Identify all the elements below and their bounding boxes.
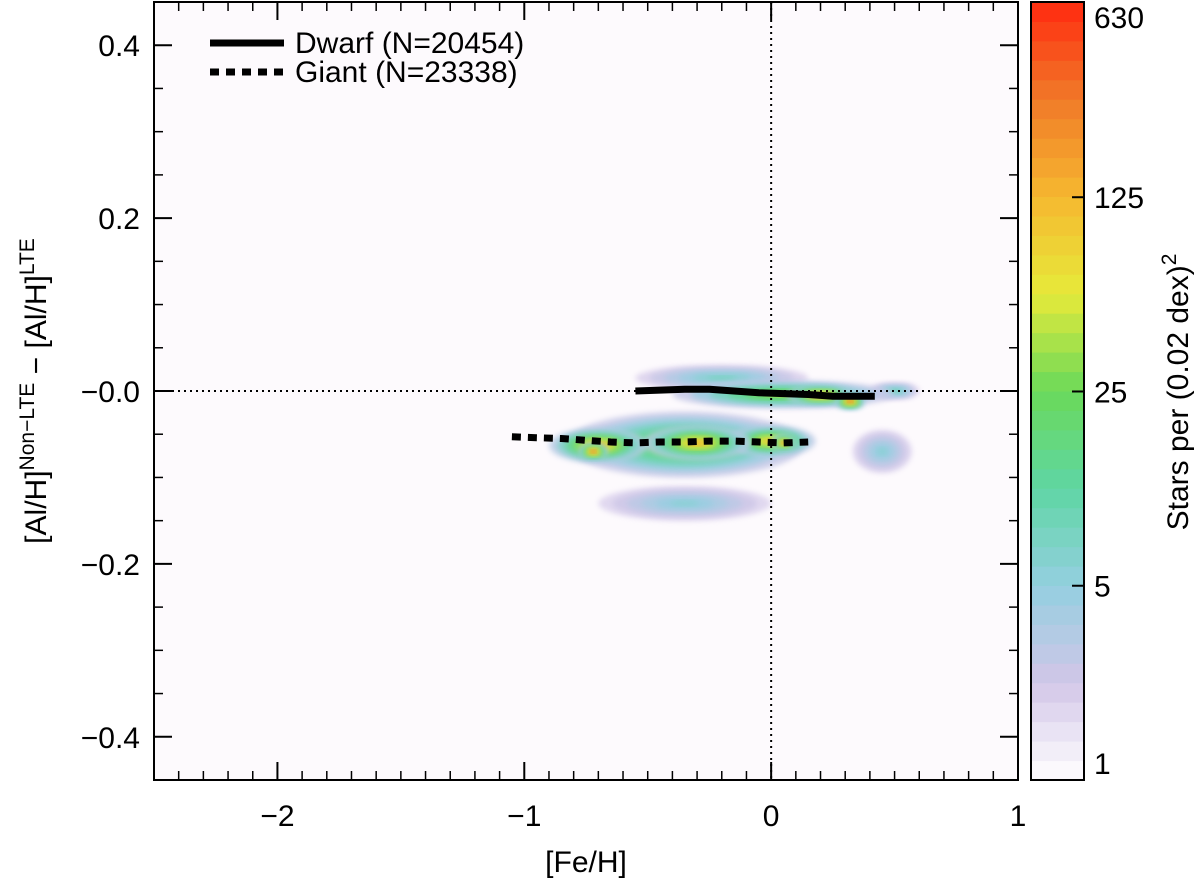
colorbar-band bbox=[1031, 254, 1084, 275]
colorbar-band bbox=[1031, 702, 1084, 723]
x-tick-label: 0 bbox=[763, 800, 780, 833]
colorbar-tick-label: 630 bbox=[1094, 2, 1144, 35]
colorbar-band bbox=[1031, 60, 1084, 81]
colorbar-band bbox=[1031, 682, 1084, 703]
colorbar-band bbox=[1031, 410, 1084, 431]
colorbar-band bbox=[1031, 663, 1084, 684]
colorbar-band bbox=[1031, 177, 1084, 197]
colorbar-band bbox=[1031, 624, 1084, 645]
colorbar-tick-label: 5 bbox=[1094, 571, 1111, 604]
colorbar-tick-labels: 1 5 25 125 630 bbox=[1072, 1, 1144, 781]
colorbar-band bbox=[1031, 391, 1084, 411]
colorbar-band bbox=[1031, 721, 1084, 742]
colorbar-band bbox=[1031, 40, 1084, 61]
colorbar-band bbox=[1031, 332, 1084, 353]
colorbar-band bbox=[1031, 507, 1084, 528]
colorbar-band bbox=[1031, 488, 1084, 509]
colorbar-band bbox=[1031, 79, 1084, 100]
legend: Dwarf (N=20454) Giant (N=23338) bbox=[210, 27, 524, 89]
legend-text-giant: Giant (N=23338) bbox=[295, 56, 518, 89]
density-blob bbox=[847, 399, 853, 403]
colorbar-band bbox=[1031, 235, 1084, 256]
series-line-dwarf bbox=[635, 385, 875, 400]
colorbar-label: Stars per (0.02 dex)2 bbox=[1158, 254, 1195, 531]
reference-lines bbox=[154, 2, 1018, 780]
density-layer bbox=[548, 365, 920, 521]
colorbar-band bbox=[1031, 274, 1084, 295]
colorbar-band bbox=[1031, 99, 1084, 120]
y-tick-label: −0.2 bbox=[81, 549, 140, 582]
density-blob bbox=[707, 375, 737, 381]
colorbar-band bbox=[1031, 215, 1084, 236]
colorbar-band bbox=[1031, 429, 1084, 450]
colorbar-band bbox=[1031, 293, 1084, 314]
y-tick-label: −0.4 bbox=[81, 722, 140, 755]
density-blob bbox=[877, 447, 888, 456]
colorbar-band bbox=[1031, 449, 1084, 470]
x-tick-label: −2 bbox=[260, 800, 294, 833]
series-line-giant bbox=[511, 433, 809, 447]
x-axis-label: [Fe/H] bbox=[545, 846, 627, 879]
colorbar-tick-label: 25 bbox=[1094, 376, 1127, 409]
colorbar-band bbox=[1031, 643, 1084, 664]
y-tick-label: −0.0 bbox=[81, 376, 140, 409]
colorbar-band bbox=[1031, 741, 1084, 762]
density-blob bbox=[670, 500, 700, 507]
colorbar-band bbox=[1031, 196, 1084, 217]
colorbar-band bbox=[1031, 566, 1084, 586]
tick-labels: −2 −1 0 1 0.4 0.2 −0.0 −0.2 −0.4 bbox=[81, 30, 1027, 833]
colorbar-band bbox=[1031, 21, 1084, 42]
colorbar-band bbox=[1031, 352, 1084, 373]
x-tick-label: 1 bbox=[1010, 800, 1027, 833]
colorbar-band bbox=[1031, 118, 1084, 139]
x-tick-label: −1 bbox=[507, 800, 541, 833]
colorbar-band bbox=[1031, 468, 1084, 489]
y-tick-label: 0.4 bbox=[98, 30, 140, 63]
tick-marks bbox=[153, 1, 1019, 781]
colorbar-tick-label: 1 bbox=[1094, 748, 1111, 781]
density-blob bbox=[590, 450, 596, 453]
colorbar-band bbox=[1031, 157, 1084, 178]
colorbar-band bbox=[1031, 138, 1084, 159]
colorbar-band bbox=[1031, 760, 1084, 781]
colorbar-band bbox=[1031, 2, 1084, 22]
colorbar-tick-label: 125 bbox=[1094, 182, 1144, 215]
legend-text-dwarf: Dwarf (N=20454) bbox=[295, 27, 524, 60]
y-tick-label: 0.2 bbox=[98, 203, 140, 236]
colorbar-band bbox=[1031, 313, 1084, 334]
colorbar-band bbox=[1031, 371, 1084, 392]
colorbar-band bbox=[1031, 527, 1084, 548]
colorbar-band bbox=[1031, 546, 1084, 567]
y-axis-label: [Al/H]Non−LTE − [Al/H]LTE bbox=[16, 238, 53, 544]
colorbar-band bbox=[1031, 585, 1084, 606]
colorbar-band bbox=[1031, 604, 1084, 625]
series-layer bbox=[511, 385, 875, 447]
